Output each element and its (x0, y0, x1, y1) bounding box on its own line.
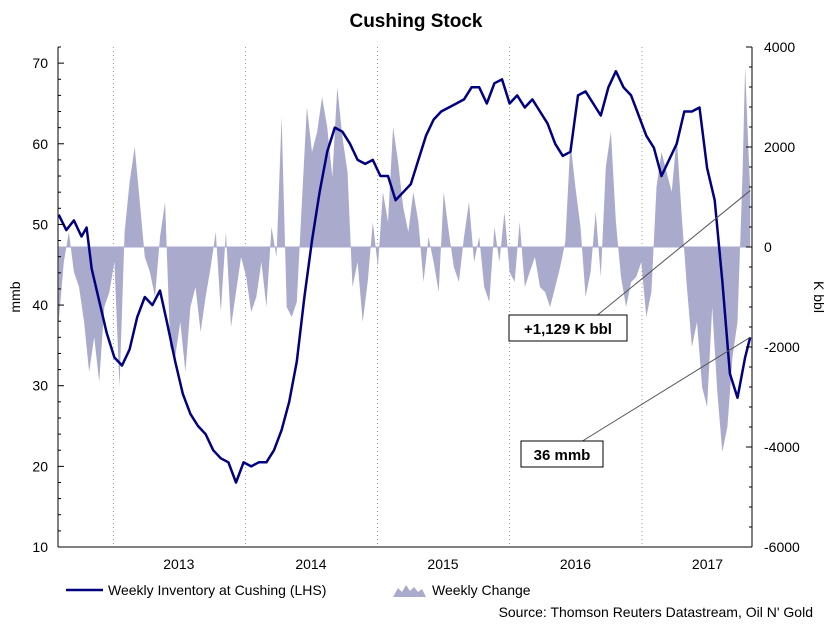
left-tick-label: 30 (32, 378, 48, 394)
inventory-line-layer (57, 69, 752, 484)
annotation-label: +1,129 K bbl (524, 321, 612, 338)
annotation-leader (597, 190, 751, 316)
annotation-box (520, 440, 604, 468)
source-note: Source: Thomson Reuters Datastream, Oil … (499, 604, 813, 620)
left-tick-label: 20 (32, 458, 48, 474)
legend: Weekly Inventory at Cushing (LHS) Weekly… (66, 582, 531, 598)
weekly-change-area-shape (58, 67, 751, 452)
right-axis: -6000 -4000 -2000 0 2000 4000 (746, 39, 800, 555)
right-tick-label: -6000 (764, 539, 800, 555)
annotation-box (508, 314, 628, 342)
right-tick-label: 2000 (764, 139, 795, 155)
left-tick-label: 10 (32, 539, 48, 555)
right-tick-label: 4000 (764, 39, 795, 55)
annotation-leader (582, 336, 751, 442)
right-tick-label: -2000 (764, 339, 800, 355)
left-tick-label: 70 (32, 55, 48, 71)
weekly-change-area (58, 67, 752, 452)
right-tick-label: 0 (764, 239, 772, 255)
left-tick-label: 40 (32, 297, 48, 313)
right-axis-label: K bbl (811, 281, 827, 313)
chart-title: Cushing Stock (349, 11, 482, 32)
left-tick-label: 60 (32, 136, 48, 152)
left-axis-label: mmb (7, 281, 23, 312)
legend-label-weekly-change: Weekly Change (432, 582, 531, 598)
inventory-line (57, 69, 752, 484)
plot-frame (57, 47, 753, 548)
legend-area-swatch (393, 585, 426, 597)
x-tick-label: 2016 (560, 556, 591, 572)
x-tick-label: 2014 (295, 556, 326, 572)
annotation-layer: +1,129 K bbl 36 mmb (508, 190, 751, 468)
annotation-label: 36 mmb (534, 447, 591, 464)
x-tick-label: 2017 (692, 556, 723, 572)
right-tick-label: -4000 (764, 439, 800, 455)
legend-label-inventory: Weekly Inventory at Cushing (LHS) (108, 582, 326, 598)
left-axis: 10 20 30 40 50 60 70 (32, 46, 64, 555)
left-tick-label: 50 (32, 216, 48, 232)
x-tick-label: 2015 (427, 556, 458, 572)
x-axis: 2013 2014 2015 2016 2017 (163, 556, 723, 572)
x-tick-label: 2013 (163, 556, 194, 572)
